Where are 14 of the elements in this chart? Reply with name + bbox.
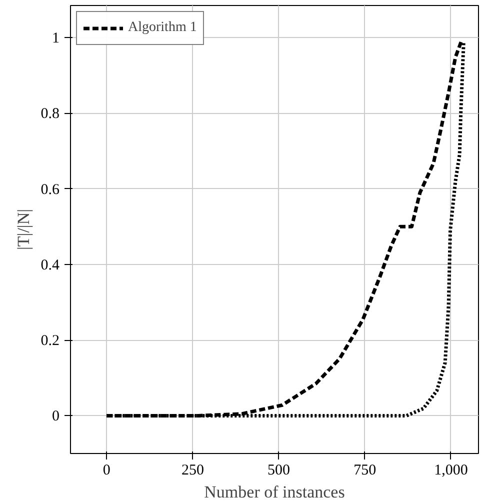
y-tick-label: 1 — [52, 30, 60, 47]
x-tick-label: 500 — [268, 462, 290, 478]
x-tick-label: 250 — [181, 462, 204, 478]
y-tick-label: 0.6 — [40, 182, 60, 198]
y-tick-label: 0.8 — [40, 106, 60, 122]
x-tick-label: 0 — [102, 462, 110, 478]
x-axis-title: Number of instances — [204, 482, 345, 502]
x-tick-label: 1,000 — [434, 462, 468, 478]
y-tick-label: 0.4 — [40, 257, 60, 274]
legend-label: Algorithm 1 — [128, 20, 197, 36]
y-axis-title: |T|/|N| — [14, 209, 33, 250]
y-tick-label: 0.2 — [40, 333, 60, 350]
y-tick-label: 0 — [52, 408, 60, 425]
x-tick-label: 750 — [354, 462, 376, 478]
